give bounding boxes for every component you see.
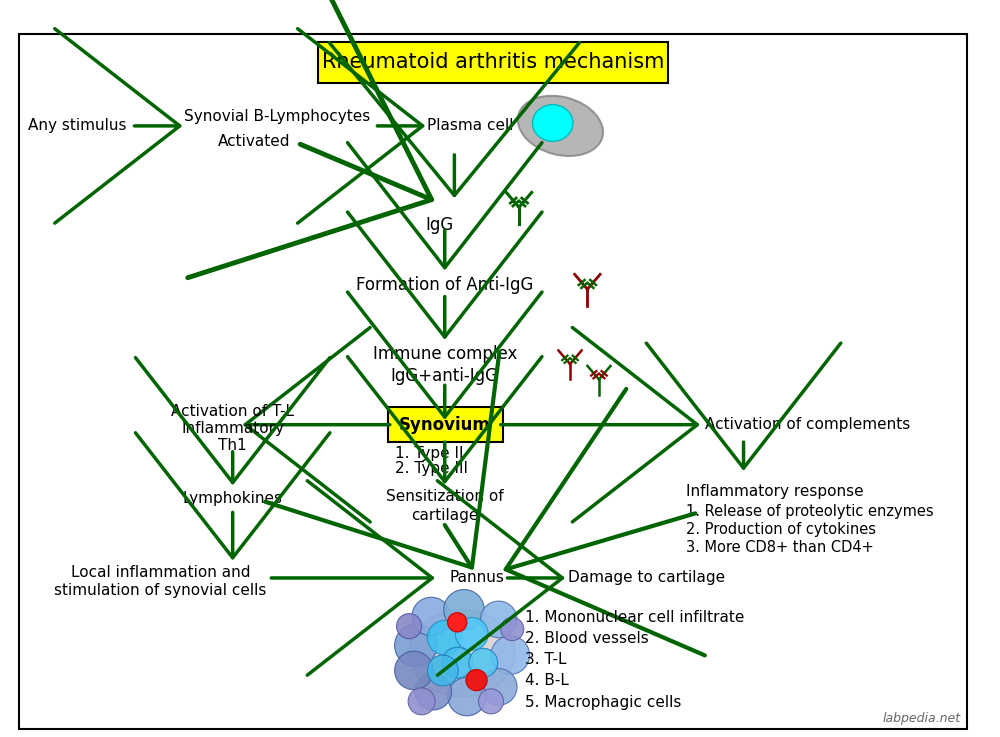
Ellipse shape (518, 96, 603, 156)
Circle shape (395, 652, 433, 690)
Circle shape (412, 597, 451, 636)
Text: Pannus: Pannus (450, 570, 504, 585)
FancyBboxPatch shape (318, 42, 668, 83)
Text: Inflammatory: Inflammatory (181, 421, 284, 436)
Text: 1. Release of proteolytic enzymes: 1. Release of proteolytic enzymes (686, 504, 933, 519)
Text: IgG+anti-IgG: IgG+anti-IgG (391, 366, 499, 385)
Ellipse shape (532, 105, 573, 142)
Text: Any stimulus: Any stimulus (28, 119, 127, 133)
Circle shape (491, 636, 530, 674)
Circle shape (397, 614, 422, 639)
Ellipse shape (409, 609, 515, 696)
Circle shape (466, 669, 487, 691)
Circle shape (480, 668, 517, 705)
Text: Activation of complements: Activation of complements (705, 417, 910, 432)
Circle shape (408, 688, 435, 715)
Text: Th1: Th1 (218, 439, 247, 453)
Circle shape (415, 674, 451, 710)
Text: 2. Production of cytokines: 2. Production of cytokines (686, 522, 876, 537)
Text: Activated: Activated (218, 134, 291, 149)
Text: 1. Mononuclear cell infiltrate: 1. Mononuclear cell infiltrate (525, 609, 744, 625)
Text: 3. More CD8+ than CD4+: 3. More CD8+ than CD4+ (686, 540, 873, 556)
Text: stimulation of synovial cells: stimulation of synovial cells (54, 583, 267, 598)
Text: Formation of Anti-IgG: Formation of Anti-IgG (356, 276, 533, 294)
Circle shape (444, 590, 484, 630)
Text: Activation of T-L: Activation of T-L (171, 404, 294, 419)
Circle shape (448, 612, 467, 632)
Text: Synovium: Synovium (399, 416, 491, 433)
Text: IgG: IgG (426, 215, 454, 234)
Circle shape (427, 621, 462, 655)
Text: Lymphokines: Lymphokines (183, 492, 283, 506)
Text: 2. Blood vessels: 2. Blood vessels (525, 631, 648, 646)
Circle shape (478, 689, 504, 714)
Text: Sensitization of: Sensitization of (386, 489, 504, 503)
Text: 1. Type II: 1. Type II (395, 446, 463, 461)
Text: Immune complex: Immune complex (373, 346, 517, 363)
Circle shape (501, 618, 524, 640)
Circle shape (427, 655, 458, 686)
Circle shape (442, 647, 473, 678)
Text: Local inflammation and: Local inflammation and (71, 565, 250, 580)
Text: Inflammatory response: Inflammatory response (686, 484, 863, 500)
Text: labpedia.net: labpedia.net (882, 713, 960, 725)
Text: Plasma cell: Plasma cell (427, 119, 514, 133)
Circle shape (448, 677, 486, 716)
Circle shape (395, 624, 437, 667)
Circle shape (469, 649, 498, 677)
Circle shape (480, 601, 517, 638)
FancyBboxPatch shape (388, 408, 503, 442)
Circle shape (455, 618, 488, 650)
Text: 3. T-L: 3. T-L (525, 652, 566, 667)
Text: 5. Macrophagic cells: 5. Macrophagic cells (525, 694, 681, 710)
Text: 4. B-L: 4. B-L (525, 674, 569, 688)
Text: 2. Type III: 2. Type III (395, 461, 468, 476)
Text: Damage to cartilage: Damage to cartilage (568, 570, 725, 585)
Text: Rheumatoid arthritis mechanism: Rheumatoid arthritis mechanism (322, 52, 664, 72)
Text: cartilage: cartilage (411, 508, 478, 523)
Text: Synovial B-Lymphocytes: Synovial B-Lymphocytes (184, 109, 371, 124)
